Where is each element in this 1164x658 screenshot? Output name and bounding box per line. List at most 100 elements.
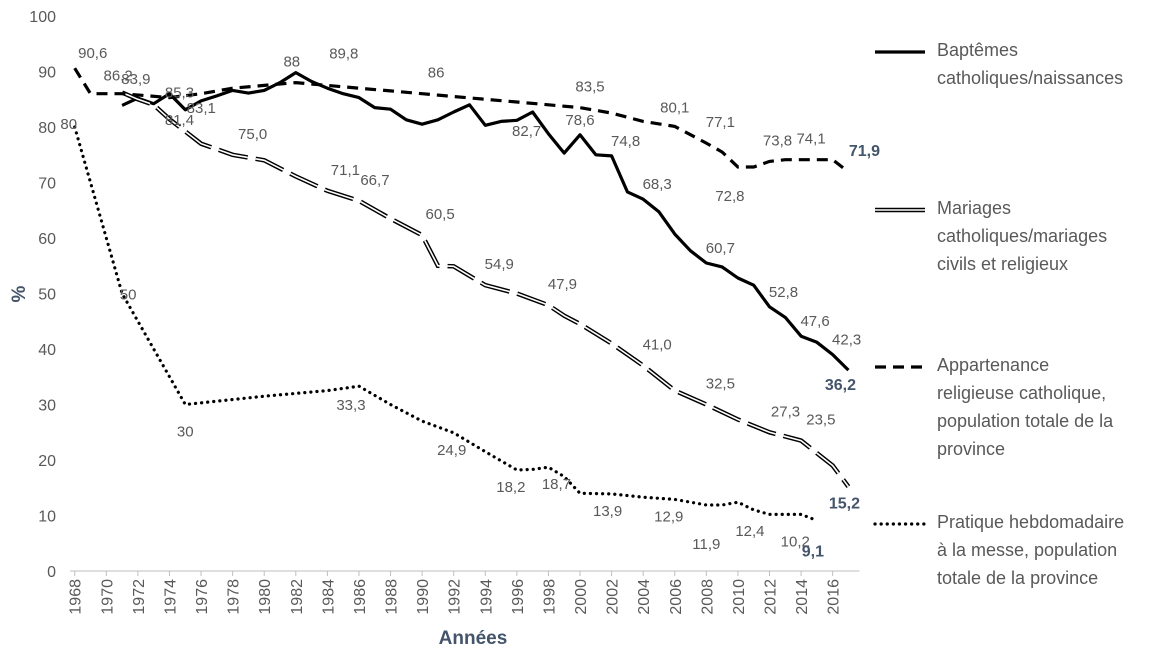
x-tick-label: 1974: [162, 579, 179, 615]
data-label: 66,7: [360, 172, 389, 189]
legend-label: population totale de la: [937, 411, 1114, 431]
series-line-4: [73, 125, 819, 523]
x-tick-label: 1984: [320, 579, 337, 615]
legend-label: province: [937, 439, 1005, 459]
x-tick-label: 2014: [794, 579, 811, 615]
x-tick-label: 1992: [447, 579, 464, 615]
x-tick-label: 2016: [826, 579, 843, 615]
legend-label: totale de la province: [937, 568, 1098, 588]
x-tick-label: 1980: [257, 579, 274, 615]
data-label: 83,5: [575, 79, 604, 96]
data-label: 18,7: [542, 476, 571, 493]
data-label: 60,5: [426, 206, 455, 223]
data-label: 68,3: [643, 176, 672, 193]
x-tick-label: 2002: [605, 579, 622, 615]
data-label: 10,2: [781, 533, 810, 550]
legend-label: catholiques/naissances: [937, 68, 1123, 88]
data-label: 71,1: [331, 162, 360, 179]
series-line-2-inner: [121, 91, 850, 488]
legend-label: à la messe, population: [937, 540, 1117, 560]
data-label: 71,9: [849, 143, 880, 160]
data-label: 30: [177, 424, 194, 441]
data-label: 52,8: [769, 284, 798, 301]
y-tick-label: 40: [38, 342, 56, 359]
legend-label: Mariages: [937, 198, 1011, 218]
y-tick-label: 90: [38, 65, 56, 82]
y-tick-label: 30: [38, 398, 56, 415]
y-tick-label: 0: [47, 564, 56, 581]
data-label: 60,7: [706, 240, 735, 257]
data-label: 12,4: [735, 523, 764, 540]
data-label: 50: [120, 287, 137, 304]
data-label: 23,5: [806, 412, 835, 429]
x-tick-label: 1970: [99, 579, 116, 615]
data-label: 83,1: [187, 100, 216, 117]
data-label: 47,9: [548, 276, 577, 293]
data-label: 73,8: [763, 132, 792, 149]
x-tick-label: 1972: [131, 579, 148, 615]
data-label: 82,7: [512, 123, 541, 140]
data-label: 27,3: [771, 403, 800, 420]
legend-label: religieuse catholique,: [937, 383, 1106, 403]
data-label: 15,2: [829, 496, 860, 513]
data-label: 32,5: [706, 376, 735, 393]
data-label: 42,3: [832, 332, 861, 349]
x-tick-label: 1990: [415, 579, 432, 615]
data-label: 36,2: [825, 377, 856, 394]
y-tick-label: 100: [29, 9, 56, 26]
y-tick-label: 60: [38, 231, 56, 248]
data-label: 86: [428, 65, 445, 82]
legend-label: civils et religieux: [937, 254, 1068, 274]
axes: 0 10 20 30 40 50 60 70 80 90 100 1968 1970 1972 1974 19…: [29, 9, 860, 615]
x-tick-label: 1976: [194, 579, 211, 615]
data-label: 90,6: [78, 45, 107, 62]
data-label: 47,6: [800, 313, 829, 330]
data-label: 13,9: [593, 503, 622, 520]
x-tick-label: 2004: [636, 579, 653, 615]
data-label: 74,8: [611, 133, 640, 150]
y-tick-label: 80: [38, 120, 56, 137]
y-tick-label: 10: [38, 509, 56, 526]
x-tick-label: 1998: [541, 579, 558, 615]
x-tick-label: 1986: [352, 579, 369, 615]
y-axis-title: %: [9, 285, 30, 302]
data-label: 9,1: [802, 543, 824, 560]
data-label: 75,0: [238, 126, 267, 143]
series-line-2: [121, 90, 851, 488]
data-label: 54,9: [485, 256, 514, 273]
data-label: 85,3: [165, 85, 194, 102]
legend-label: Appartenance: [937, 355, 1049, 375]
x-tick-label: 1994: [478, 579, 495, 615]
series-line-1: [121, 71, 850, 372]
data-label: 18,2: [496, 479, 525, 496]
x-tick-label: 2008: [699, 579, 716, 615]
x-tick-label: 2006: [668, 579, 685, 615]
x-tick-label: 1988: [384, 579, 401, 615]
data-label: 72,8: [715, 188, 744, 205]
data-label: 11,9: [692, 536, 720, 553]
legend-label: Pratique hebdomadaire: [937, 512, 1124, 532]
legend-label: catholiques/mariages: [937, 226, 1107, 246]
data-label: 78,6: [565, 112, 594, 129]
x-tick-label: 1968: [68, 579, 85, 615]
data-label: 12,9: [654, 508, 683, 525]
data-label: 74,1: [796, 131, 825, 148]
y-tick-label: 70: [38, 176, 56, 193]
x-tick-label: 1996: [510, 579, 527, 615]
data-label: 33,3: [336, 397, 365, 414]
data-label: 77,1: [706, 114, 735, 131]
data-label: 80,1: [660, 99, 689, 116]
x-tick-label: 1978: [226, 579, 243, 615]
data-label: 41,0: [643, 337, 672, 354]
data-label: 81,4: [165, 112, 194, 129]
y-tick-label: 50: [38, 287, 56, 304]
x-tick-label: 1982: [289, 579, 306, 615]
series-lines: [73, 67, 851, 523]
data-label: 88: [283, 54, 300, 71]
x-tick-label: 2000: [573, 579, 590, 615]
y-tick-label: 20: [38, 453, 56, 470]
data-label: 80: [60, 116, 77, 133]
legend: Baptêmes catholiques/naissances Mariages ca…: [873, 40, 1124, 588]
